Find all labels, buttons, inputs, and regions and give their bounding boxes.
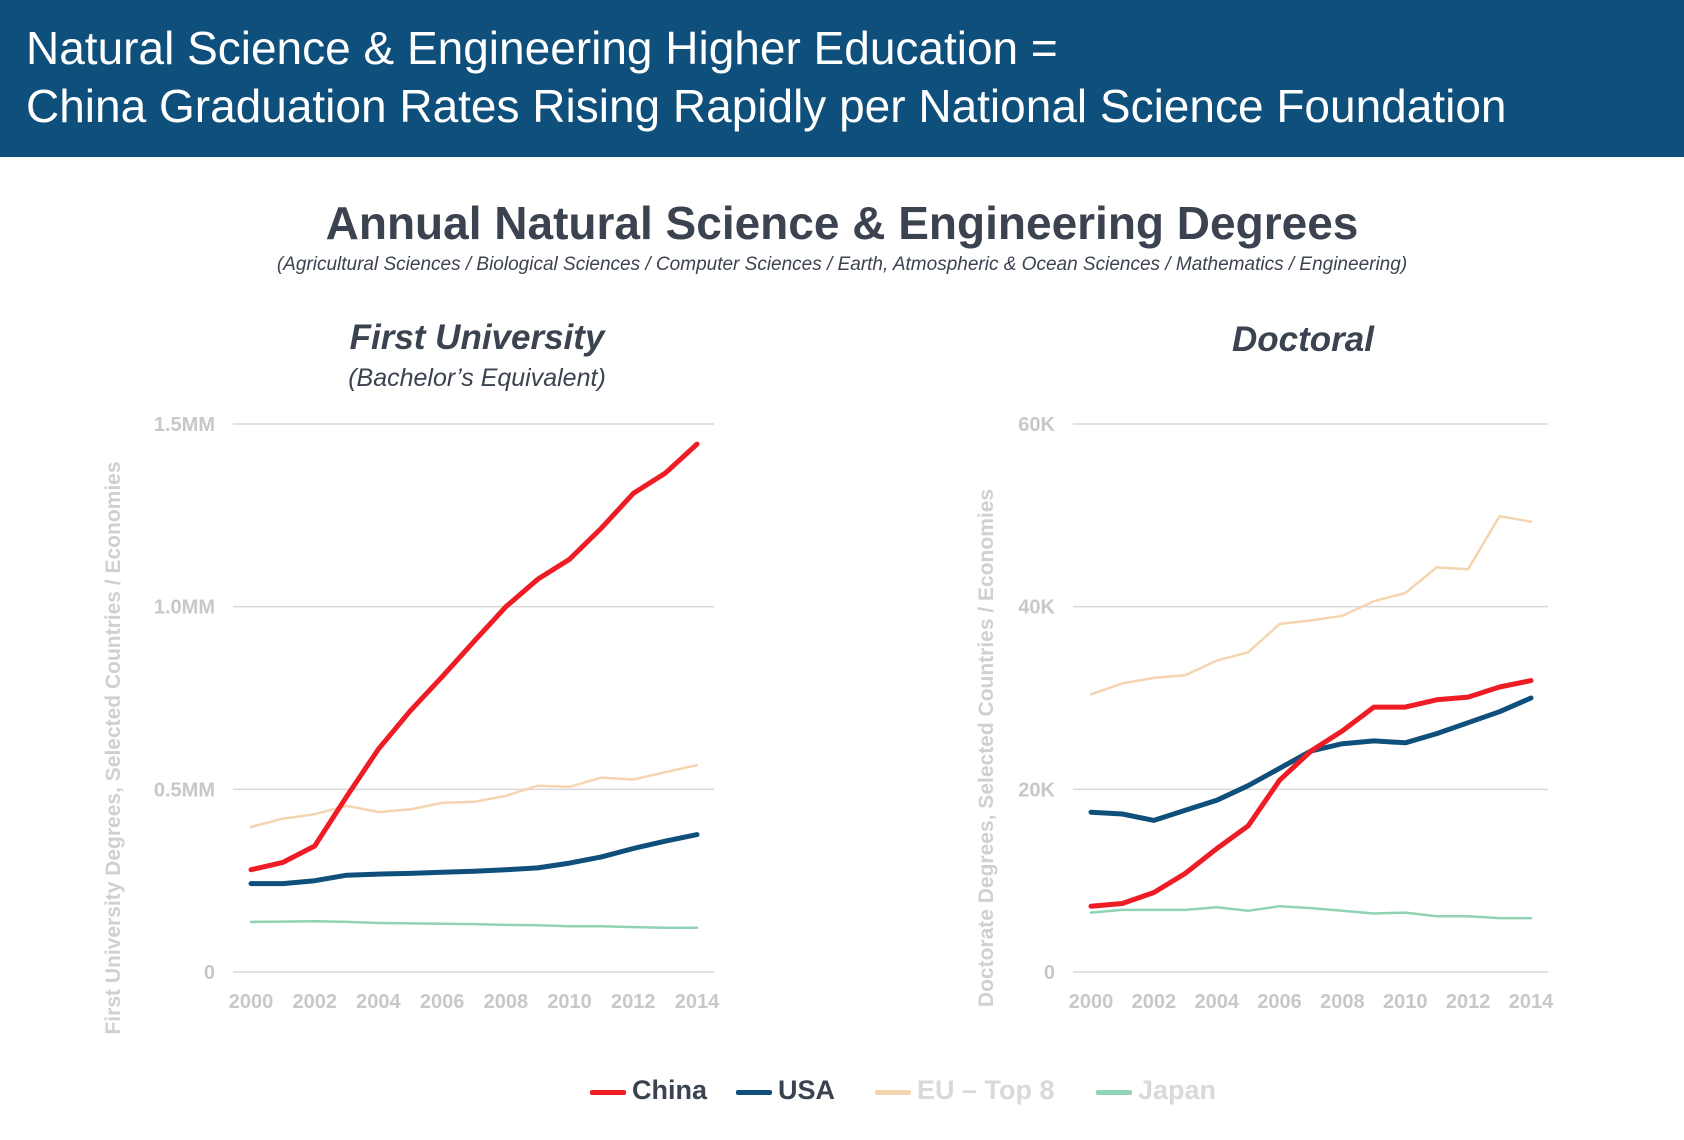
legend-swatch-usa — [736, 1090, 772, 1095]
x-tick-label: 2004 — [1194, 991, 1239, 1013]
x-tick-label: 2000 — [229, 991, 274, 1013]
chart-first-university: 0 0.5MM 1.0MM 1.5MM 2000 2002 2004 2006 2008 2010… — [102, 414, 720, 1035]
x-tick-label: 2004 — [356, 991, 401, 1013]
x-tick-label: 2006 — [1257, 991, 1302, 1013]
x-tick-label: 2014 — [675, 991, 720, 1013]
x-tick-label: 2014 — [1509, 991, 1554, 1013]
x-tick-label: 2010 — [1383, 991, 1428, 1013]
y-tick-label: 20K — [1018, 779, 1055, 801]
y-tick-label: 40K — [1018, 597, 1055, 619]
chart-subtitle: (Agricultural Sciences / Biological Scie… — [276, 254, 1408, 275]
panel-title-doctoral: Doctoral — [1232, 320, 1374, 359]
legend-swatch-eu-top-8 — [875, 1090, 911, 1095]
series-line-japan — [249, 919, 699, 930]
series-line-china — [248, 441, 700, 873]
y-tick-label: 0 — [204, 962, 215, 984]
legend-label-usa: USA — [778, 1075, 836, 1105]
series-line-japan — [1089, 904, 1533, 920]
x-tick-label: 2002 — [292, 991, 337, 1013]
panel-title-first-university: First University — [349, 318, 605, 357]
legend-swatch-japan — [1096, 1090, 1132, 1095]
x-tick-label: 2002 — [1132, 991, 1177, 1013]
x-tick-label: 2008 — [1320, 991, 1365, 1013]
x-tick-label: 2010 — [547, 991, 592, 1013]
panel-subtitle-first-university: (Bachelor’s Equivalent) — [348, 364, 606, 392]
header-banner: Natural Science & Engineering Higher Edu… — [0, 0, 1684, 157]
series-line-usa — [1088, 695, 1534, 823]
x-tick-label: 2000 — [1069, 991, 1114, 1013]
header-line-2: China Graduation Rates Rising Rapidly pe… — [26, 80, 1507, 132]
legend-label-china: China — [632, 1075, 708, 1105]
x-tick-label: 2008 — [484, 991, 529, 1013]
y-tick-label: 1.0MM — [154, 597, 215, 619]
legend: China USA EU – Top 8 Japan — [0, 1073, 1684, 1113]
chart-title: Annual Natural Science & Engineering Deg… — [325, 197, 1359, 249]
series-line-eu-top-8 — [1089, 514, 1533, 696]
y-axis-title: Doctorate Degrees, Selected Countries / … — [975, 489, 998, 1007]
legend-label-eu-top-8: EU – Top 8 — [917, 1075, 1055, 1105]
x-tick-label: 2012 — [1446, 991, 1491, 1013]
legend-swatch-china — [590, 1090, 626, 1095]
y-tick-label: 0 — [1044, 962, 1055, 984]
chart-doctoral: 0 20K 40K 60K 2000 2002 2004 2006 2008 2010 2012 20… — [975, 414, 1554, 1013]
header-line-1: Natural Science & Engineering Higher Edu… — [26, 22, 1058, 74]
y-axis-title: First University Degrees, Selected Count… — [102, 461, 125, 1034]
x-tick-label: 2006 — [420, 991, 465, 1013]
series-line-china — [1088, 678, 1534, 909]
legend-label-japan: Japan — [1138, 1075, 1217, 1105]
x-tick-label: 2012 — [611, 991, 656, 1013]
y-tick-label: 60K — [1018, 414, 1055, 436]
y-tick-label: 0.5MM — [154, 779, 215, 801]
series-line-eu-top-8 — [249, 763, 699, 829]
series-line-usa — [248, 832, 700, 887]
y-tick-label: 1.5MM — [154, 414, 215, 436]
